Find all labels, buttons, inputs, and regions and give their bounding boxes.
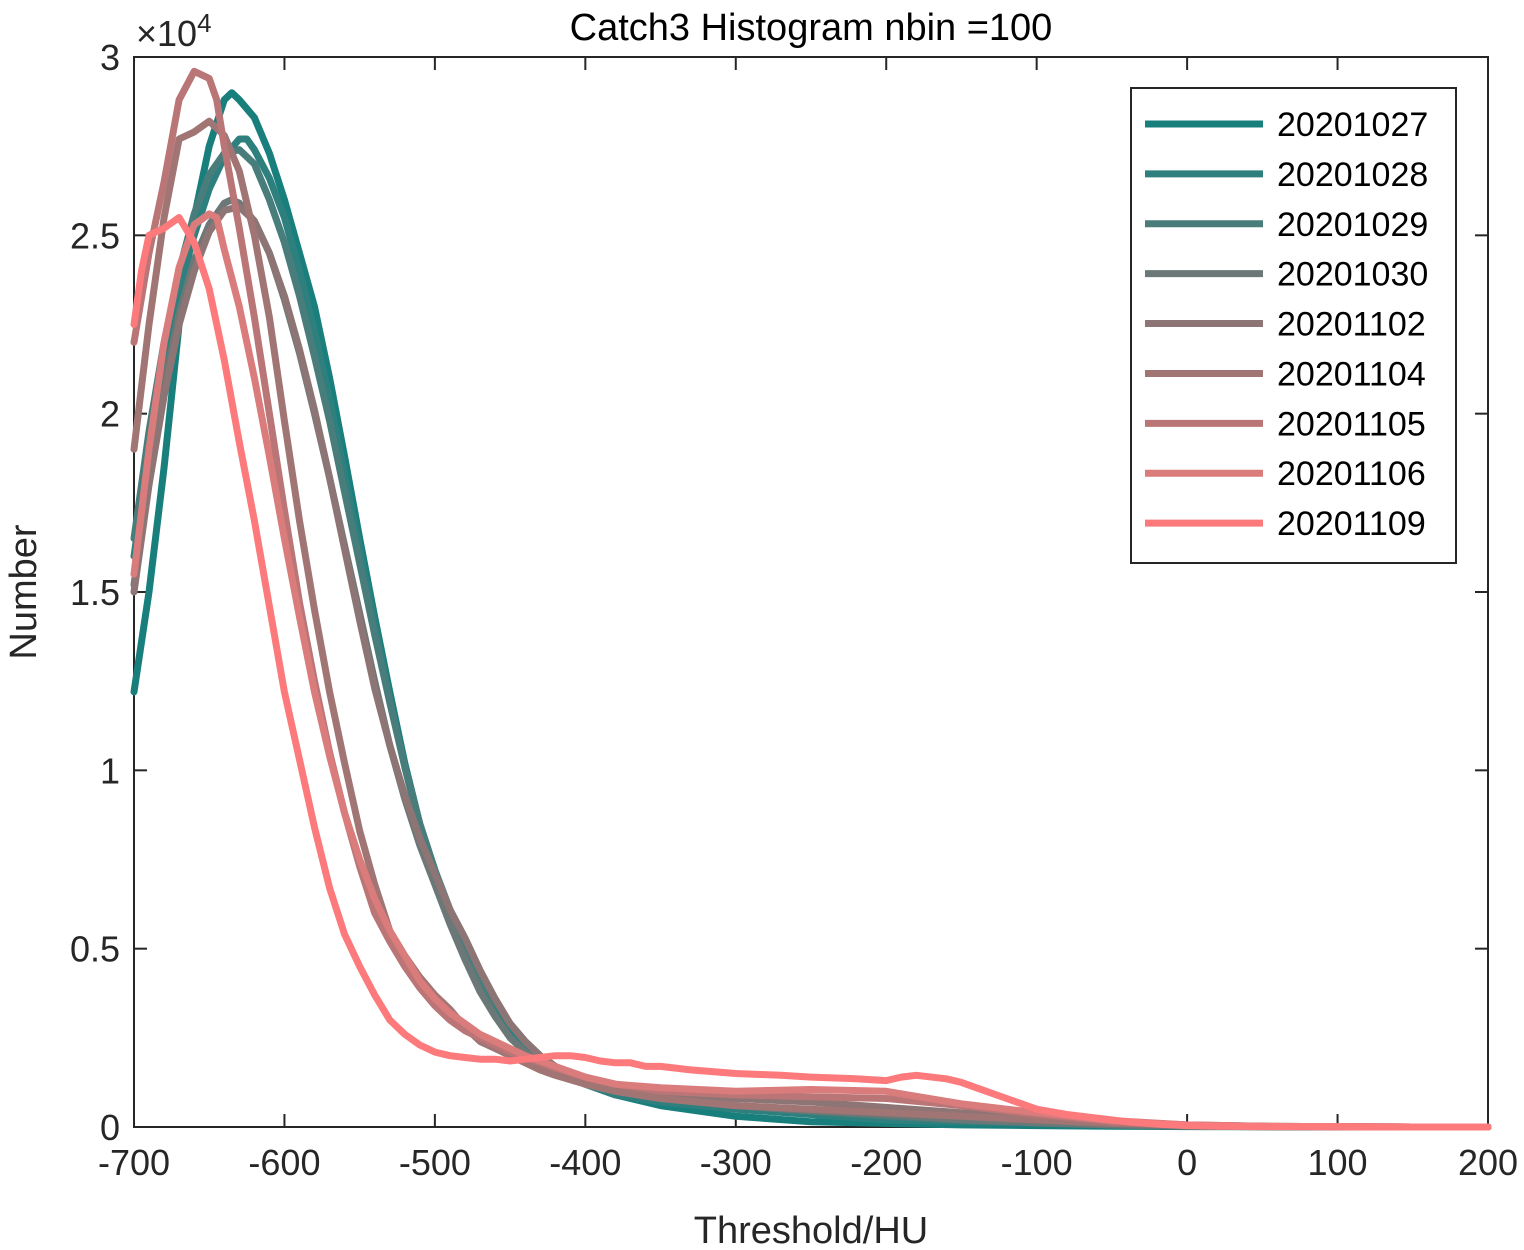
series-line-20201109 — [130, 214, 1492, 1131]
axis-ticks: -700 -600 -500 -400 -300 -200 -100 0 100 200 0 0.5 1… — [70, 37, 1518, 1183]
y-tick-label: 2 — [100, 394, 120, 435]
legend-label: 20201104 — [1277, 355, 1426, 393]
legend-label: 20201030 — [1277, 256, 1428, 294]
y-exponent-power: 4 — [197, 8, 211, 38]
chart-title: Catch3 Histogram nbin =100 — [570, 7, 1053, 49]
x-tick-label: 0 — [1177, 1142, 1197, 1183]
x-tick-label: -700 — [98, 1142, 170, 1183]
x-tick-label: -600 — [248, 1142, 320, 1183]
x-tick-label: -500 — [399, 1142, 471, 1183]
y-tick-label: 0 — [100, 1107, 120, 1148]
legend-label: 20201106 — [1277, 455, 1426, 493]
x-tick-label: -300 — [700, 1142, 772, 1183]
legend-label: 20201028 — [1277, 156, 1428, 194]
x-axis-title: Threshold/HU — [694, 1210, 928, 1250]
x-tick-label: -200 — [850, 1142, 922, 1183]
series-line-20201106 — [130, 210, 1492, 1131]
y-tick-label: 1 — [100, 750, 120, 791]
x-tick-label: 100 — [1308, 1142, 1368, 1183]
series-lines — [130, 67, 1492, 1131]
x-tick-label: -100 — [1001, 1142, 1073, 1183]
x-tick-label: -400 — [549, 1142, 621, 1183]
legend-label: 20201027 — [1277, 106, 1428, 144]
legend-label: 20201029 — [1277, 206, 1428, 244]
y-tick-label: 3 — [100, 37, 120, 78]
legend-label: 20201105 — [1277, 405, 1426, 443]
series-line-20201102 — [130, 203, 1492, 1131]
y-exponent-label: ×104 — [136, 8, 212, 54]
y-tick-label: 1.5 — [70, 572, 120, 613]
x-tick-label: 200 — [1458, 1142, 1518, 1183]
y-tick-label: 0.5 — [70, 929, 120, 970]
y-axis-title: Number — [3, 524, 45, 659]
legend: 20201027 20201028 20201029 20201030 20201102… — [1130, 87, 1457, 564]
legend-label: 20201109 — [1277, 505, 1426, 543]
legend-label: 20201102 — [1277, 306, 1426, 344]
y-tick-label: 2.5 — [70, 215, 120, 256]
